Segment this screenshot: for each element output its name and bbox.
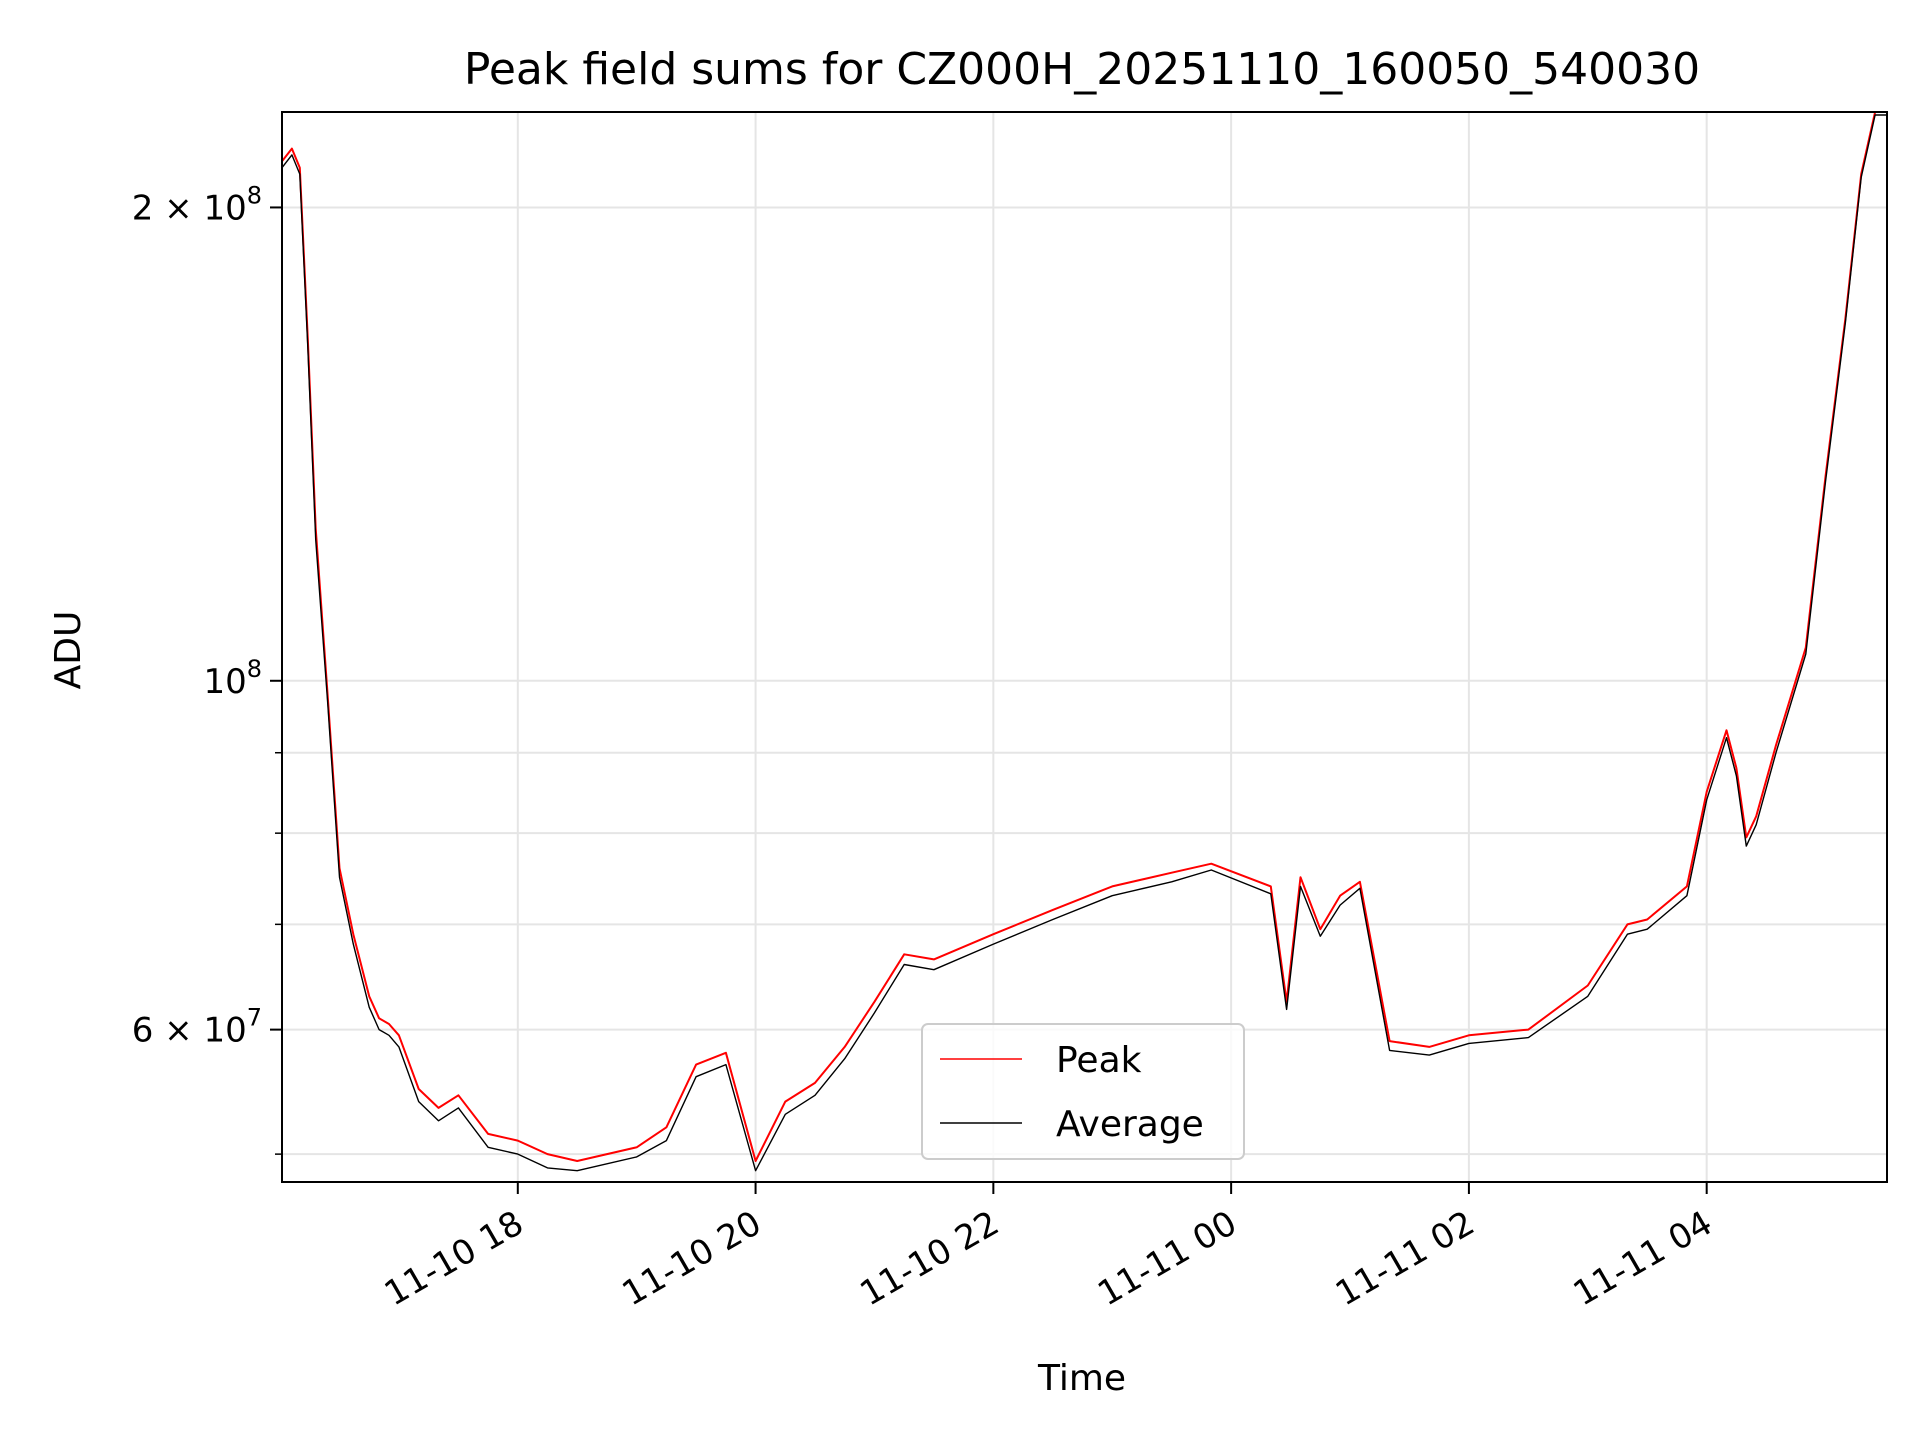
y-axis-label: ADU xyxy=(48,611,89,690)
legend-label-peak: Peak xyxy=(1056,1040,1142,1081)
y-tick-label: 6 × 107 xyxy=(132,1004,262,1051)
legend: Peak Average xyxy=(921,1023,1245,1160)
x-axis-label: Time xyxy=(1037,1358,1126,1399)
y-tick-label-exponent: 8 xyxy=(247,655,262,683)
series-lines xyxy=(282,112,1887,1172)
series-line-peak xyxy=(282,112,1887,1162)
series-line-average xyxy=(282,114,1887,1172)
y-tick-label-exponent: 7 xyxy=(247,1004,262,1032)
legend-box xyxy=(921,1023,1245,1160)
legend-label-average: Average xyxy=(1056,1104,1204,1145)
y-tick-label-base: 10 xyxy=(203,662,246,702)
y-tick-label: 2 × 108 xyxy=(132,181,262,228)
y-tick-label-base: 6 × 10 xyxy=(132,1011,247,1051)
y-tick-label-base: 2 × 10 xyxy=(132,188,247,228)
y-tick-label-exponent: 8 xyxy=(247,181,262,209)
y-tick-label: 108 xyxy=(203,655,262,702)
axes-frame xyxy=(281,111,1888,1183)
chart-title: Peak field sums for CZ000H_20251110_1600… xyxy=(464,44,1700,95)
